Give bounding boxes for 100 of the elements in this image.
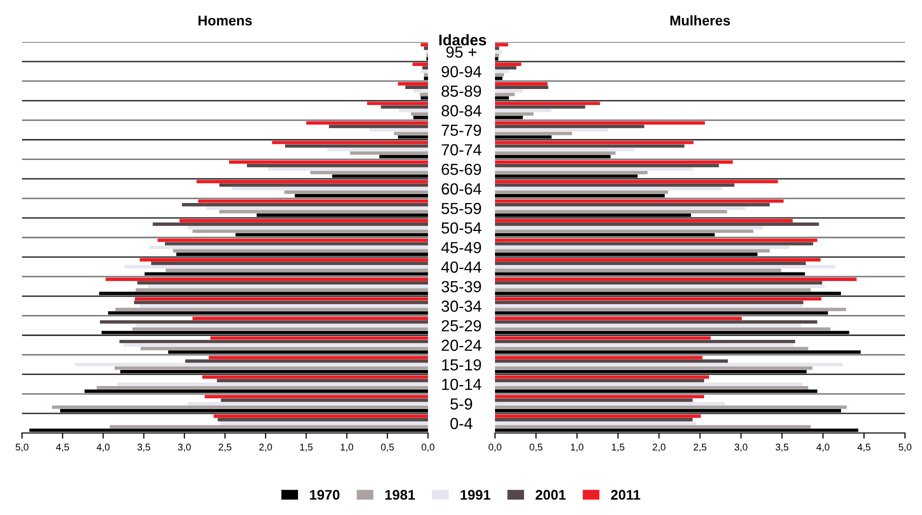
x-tick-label: 3,5: [137, 444, 150, 452]
bar: [495, 226, 764, 230]
bar: [495, 304, 802, 308]
bar: [405, 86, 428, 90]
bar: [495, 378, 704, 382]
bar: [164, 242, 428, 246]
y-tick-label: 35-39: [442, 281, 482, 292]
x-tick-label: 0,5: [530, 444, 542, 452]
bar: [495, 219, 793, 222]
bar: [380, 105, 428, 109]
y-tick-label: 55-59: [442, 202, 482, 214]
bar: [495, 102, 600, 106]
bar: [137, 281, 428, 285]
bar: [495, 300, 804, 304]
y-tick-label: 5-9: [450, 398, 472, 410]
bar: [412, 62, 428, 66]
bar: [495, 297, 822, 301]
bar: [495, 89, 523, 93]
bar: [495, 167, 693, 171]
bar: [495, 340, 796, 344]
bar: [495, 105, 586, 109]
bar: [192, 230, 428, 233]
bar: [214, 414, 428, 418]
bar: [495, 246, 790, 249]
bar: [152, 222, 428, 226]
bar: [256, 214, 428, 217]
x-tick-label: 2,5: [694, 444, 706, 452]
bar: [495, 210, 728, 214]
bar: [149, 246, 428, 249]
bar: [106, 278, 428, 282]
bar: [398, 82, 428, 86]
bar: [495, 170, 648, 174]
y-tick-label: 90-94: [442, 66, 482, 78]
bar: [232, 186, 428, 190]
bar: [495, 265, 836, 268]
bar: [306, 121, 428, 125]
bar: [495, 324, 801, 328]
bar: [102, 330, 428, 334]
bar: [272, 140, 428, 144]
bar: [151, 262, 428, 265]
bar: [495, 233, 715, 236]
bar: [370, 128, 428, 132]
bar: [495, 406, 847, 409]
y-tick-label: 50-54: [442, 222, 482, 234]
bar: [420, 96, 428, 100]
bar: [495, 202, 770, 206]
y-axis-title: Idades: [439, 34, 486, 46]
bar: [424, 76, 428, 80]
x-tick-label: 2,5: [218, 444, 232, 452]
bar: [495, 151, 616, 155]
bar: [495, 66, 516, 70]
bar: [294, 194, 428, 198]
x-tick-label: 0,5: [381, 444, 394, 452]
bar: [140, 258, 428, 262]
bar: [108, 311, 428, 315]
bar: [495, 278, 857, 282]
bar: [495, 199, 784, 203]
bar: [495, 375, 710, 379]
bar: [495, 422, 696, 425]
bar: [216, 378, 428, 382]
bar: [192, 316, 428, 320]
bar: [420, 43, 428, 46]
bar: [350, 151, 428, 155]
y-tick-label: 95 +: [446, 46, 476, 58]
y-tick-label: 10-14: [442, 378, 482, 390]
bar: [495, 206, 746, 210]
bar: [495, 308, 846, 312]
bar: [495, 222, 819, 226]
bar: [219, 210, 428, 214]
bar: [495, 70, 509, 73]
bar: [495, 336, 711, 340]
bar: [182, 202, 428, 206]
x-tick-label: 2,0: [259, 444, 272, 452]
bar: [495, 350, 861, 354]
bar: [495, 132, 572, 136]
x-tick-label: 3,0: [178, 444, 191, 452]
bar: [495, 327, 830, 331]
bar: [495, 249, 770, 252]
bar: [495, 292, 842, 296]
bar: [96, 386, 428, 390]
bar: [495, 121, 705, 125]
y-tick-label: 0-4: [450, 418, 472, 430]
bar: [134, 300, 428, 304]
bar: [285, 144, 428, 148]
bar: [220, 398, 428, 402]
bar: [99, 292, 428, 296]
y-tick-label: 85-89: [442, 86, 482, 97]
legend-label: 1981: [385, 490, 415, 500]
bar: [495, 135, 552, 139]
x-tick-label: 5,0: [898, 444, 912, 452]
bar: [124, 343, 428, 347]
chart-title: Mulheres: [670, 15, 730, 26]
x-tick-label: 1,0: [570, 444, 584, 452]
x-tick-label: 1,5: [300, 444, 313, 452]
x-tick-label: 2,0: [652, 444, 666, 452]
bar: [188, 402, 428, 406]
bar: [495, 409, 842, 412]
bar: [246, 164, 428, 168]
bar: [117, 382, 428, 386]
bar: [310, 170, 428, 174]
